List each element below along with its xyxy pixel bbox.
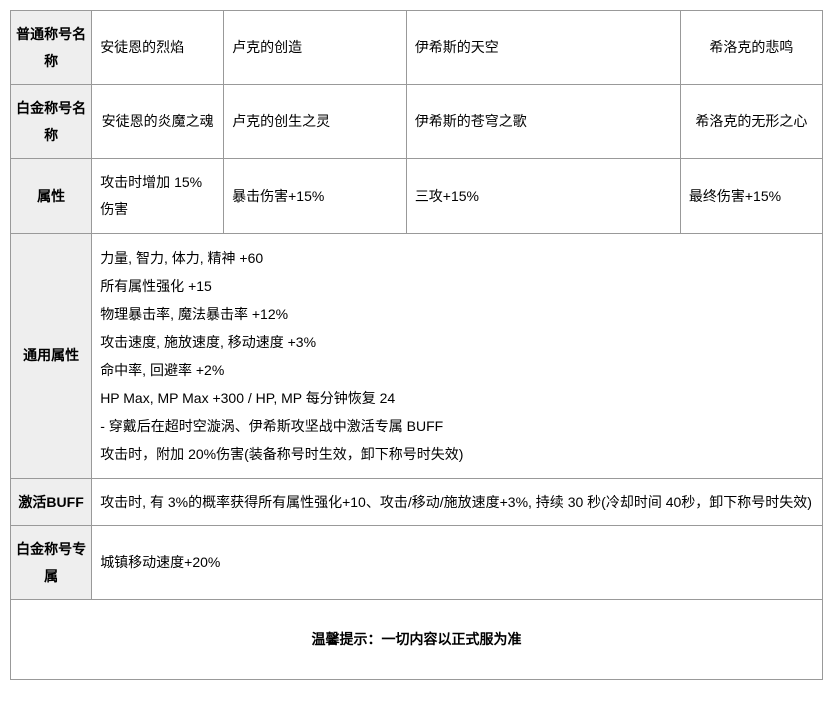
- footer-notice: 温馨提示：一切内容以正式服为准: [11, 600, 823, 680]
- cell-col4-platinum: 希洛克的无形之心: [680, 85, 822, 159]
- header-normal-name: 普通称号名称: [11, 11, 92, 85]
- table-row: 通用属性 力量, 智力, 体力, 精神 +60所有属性强化 +15物理暴击率, …: [11, 233, 823, 478]
- cell-col3-normal: 伊希斯的天空: [406, 11, 680, 85]
- table-row: 白金称号专属 城镇移动速度+20%: [11, 526, 823, 600]
- cell-col1-platinum: 安徒恩的炎魔之魂: [92, 85, 224, 159]
- table-row: 激活BUFF 攻击时, 有 3%的概率获得所有属性强化+10、攻击/移动/施放速…: [11, 478, 823, 526]
- cell-col1-attr: 攻击时增加 15%伤害: [92, 159, 224, 233]
- cell-col4-normal: 希洛克的悲鸣: [680, 11, 822, 85]
- table-row: 白金称号名称 安徒恩的炎魔之魂 卢克的创生之灵 伊希斯的苍穹之歌 希洛克的无形之…: [11, 85, 823, 159]
- header-activate-buff: 激活BUFF: [11, 478, 92, 526]
- common-attr-line: 攻击时，附加 20%伤害(装备称号时生效，卸下称号时失效): [100, 440, 814, 468]
- table-row: 温馨提示：一切内容以正式服为准: [11, 600, 823, 680]
- cell-common-attr: 力量, 智力, 体力, 精神 +60所有属性强化 +15物理暴击率, 魔法暴击率…: [92, 233, 823, 478]
- cell-col1-normal: 安徒恩的烈焰: [92, 11, 224, 85]
- header-platinum-exclusive: 白金称号专属: [11, 526, 92, 600]
- common-attr-line: - 穿戴后在超时空漩涡、伊希斯攻坚战中激活专属 BUFF: [100, 412, 814, 440]
- common-attr-line: 力量, 智力, 体力, 精神 +60: [100, 244, 814, 272]
- table-row: 属性 攻击时增加 15%伤害 暴击伤害+15% 三攻+15% 最终伤害+15%: [11, 159, 823, 233]
- common-attr-line: 所有属性强化 +15: [100, 272, 814, 300]
- cell-col4-attr: 最终伤害+15%: [680, 159, 822, 233]
- cell-col3-attr: 三攻+15%: [406, 159, 680, 233]
- table-row: 普通称号名称 安徒恩的烈焰 卢克的创造 伊希斯的天空 希洛克的悲鸣: [11, 11, 823, 85]
- common-attr-line: 攻击速度, 施放速度, 移动速度 +3%: [100, 328, 814, 356]
- cell-col2-platinum: 卢克的创生之灵: [224, 85, 407, 159]
- common-attr-line: 命中率, 回避率 +2%: [100, 356, 814, 384]
- cell-col2-attr: 暴击伤害+15%: [224, 159, 407, 233]
- title-attribute-table: 普通称号名称 安徒恩的烈焰 卢克的创造 伊希斯的天空 希洛克的悲鸣 白金称号名称…: [10, 10, 823, 680]
- header-common-attr: 通用属性: [11, 233, 92, 478]
- header-attribute: 属性: [11, 159, 92, 233]
- cell-activate-buff: 攻击时, 有 3%的概率获得所有属性强化+10、攻击/移动/施放速度+3%, 持…: [92, 478, 823, 526]
- cell-col2-normal: 卢克的创造: [224, 11, 407, 85]
- common-attr-line: HP Max, MP Max +300 / HP, MP 每分钟恢复 24: [100, 384, 814, 412]
- header-platinum-name: 白金称号名称: [11, 85, 92, 159]
- cell-col3-platinum: 伊希斯的苍穹之歌: [406, 85, 680, 159]
- common-attr-line: 物理暴击率, 魔法暴击率 +12%: [100, 300, 814, 328]
- cell-platinum-exclusive: 城镇移动速度+20%: [92, 526, 823, 600]
